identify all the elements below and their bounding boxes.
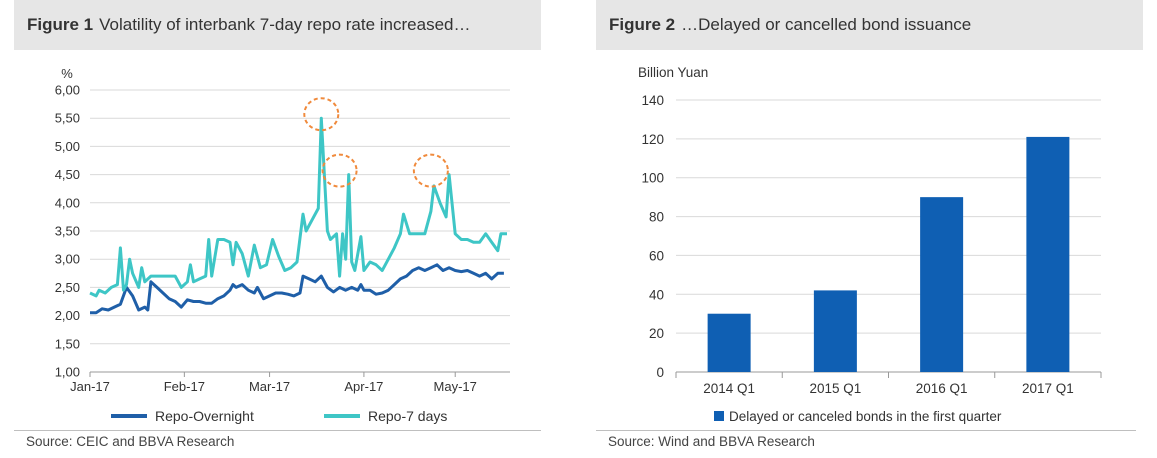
figure2-title: …Delayed or cancelled bond issuance (681, 15, 972, 34)
y-tick-label: 1,50 (55, 336, 80, 351)
y-tick-label: 100 (641, 171, 664, 186)
bar-2015-q1 (813, 290, 857, 372)
y-tick-label: 4,00 (55, 195, 80, 210)
y-tick-label: 60 (649, 248, 664, 263)
figure1-label: Figure 1 (27, 15, 94, 34)
figure1-header: Figure 1 Volatility of interbank 7-day r… (14, 0, 541, 50)
y-tick-label: 6,00 (55, 83, 80, 98)
y-tick-label: 120 (641, 132, 664, 147)
y-tick-label: 1,00 (55, 365, 80, 380)
x-tick-label: 2015 Q1 (809, 381, 861, 396)
figure2-source: Source: Wind and BBVA Research (608, 434, 815, 449)
y-tick-label: 0 (656, 365, 664, 380)
highlight-circle (321, 153, 358, 188)
bar-2016-q1 (920, 197, 964, 372)
y-tick-label: 4,50 (55, 167, 80, 182)
x-tick-label: Apr-17 (344, 379, 383, 394)
y-tick-label: 2,50 (55, 280, 80, 295)
figure1-panel: Figure 1 Volatility of interbank 7-day r… (14, 0, 541, 424)
x-tick-label: Mar-17 (249, 379, 290, 394)
bar-2014-q1 (707, 313, 751, 372)
highlight-circle (412, 153, 449, 188)
y-tick-label: 20 (649, 326, 664, 341)
y-tick-label: 5,50 (55, 111, 80, 126)
y-tick-label: 3,00 (55, 252, 80, 267)
line-chart: % 1,00 1,50 2,00 2,50 3,00 3,50 4,00 4,50 5,00 5,5… (55, 66, 510, 424)
y-tick-label: 40 (649, 287, 664, 302)
bar-2017-q1 (1026, 136, 1070, 372)
x-tick-label: 2014 Q1 (703, 381, 755, 396)
highlight-circle (303, 97, 340, 132)
legend-label: Repo-7 days (368, 408, 447, 424)
figure2-label: Figure 2 (609, 15, 676, 34)
x-tick-label: May-17 (434, 379, 477, 394)
y-tick-label: 3,50 (55, 224, 80, 239)
figure2-panel: Figure 2 …Delayed or cancelled bond issu… (596, 0, 1143, 424)
y-axis-unit-label: Billion Yuan (638, 65, 708, 80)
y-axis-unit-label: % (61, 66, 73, 81)
x-tick-label: Feb-17 (164, 379, 205, 394)
figure2-divider (596, 430, 1136, 431)
figure1-title: Volatility of interbank 7-day repo rate … (99, 15, 471, 34)
figure2-header: Figure 2 …Delayed or cancelled bond issu… (596, 0, 1143, 50)
figure1-source: Source: CEIC and BBVA Research (26, 434, 235, 449)
y-tick-label: 5,00 (55, 139, 80, 154)
legend-label: Repo-Overnight (155, 408, 254, 424)
y-tick-label: 140 (641, 93, 664, 108)
series-line-seven_day (89, 116, 507, 298)
x-tick-label: 2017 Q1 (1022, 381, 1074, 396)
y-tick-label: 80 (649, 210, 664, 225)
x-tick-label: 2016 Q1 (916, 381, 968, 396)
figure1-divider (14, 430, 541, 431)
legend-label: Delayed or canceled bonds in the first q… (729, 409, 1002, 424)
series-line-overnight (90, 263, 504, 315)
legend-swatch (714, 411, 724, 421)
x-tick-label: Jan-17 (70, 379, 110, 394)
y-tick-label: 2,00 (55, 308, 80, 323)
bar-chart: Billion Yuan 0 20 40 60 80 100 120 140 2014 Q1 201… (638, 65, 1102, 424)
